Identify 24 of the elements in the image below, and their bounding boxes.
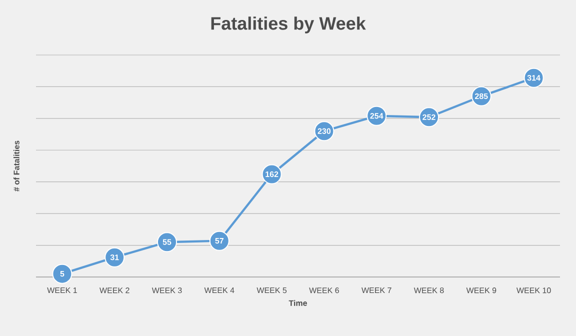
- x-tick-label: WEEK 5: [256, 288, 287, 294]
- x-tick-label: WEEK 3: [152, 288, 182, 294]
- data-label: 31: [110, 254, 119, 260]
- data-label: 230: [318, 128, 331, 134]
- data-label: 57: [215, 238, 224, 244]
- x-tick-label: WEEK 10: [516, 288, 551, 294]
- x-tick-label: WEEK 6: [309, 288, 339, 294]
- data-label: 254: [370, 113, 384, 119]
- data-label: 5: [60, 271, 64, 277]
- x-tick-label: WEEK 7: [362, 288, 392, 294]
- x-tick-label: WEEK 1: [47, 288, 77, 294]
- data-label: 314: [527, 74, 540, 81]
- x-tick-label: WEEK 4: [204, 288, 234, 294]
- x-tick-label: WEEK 8: [414, 288, 444, 294]
- x-tick-label: WEEK 2: [100, 288, 130, 294]
- data-label: 55: [162, 239, 172, 245]
- data-label: 162: [266, 171, 278, 178]
- point: [52, 264, 72, 284]
- y-axis-title: # of Fatalities: [13, 140, 20, 192]
- data-label: 252: [422, 114, 436, 120]
- x-tick-label: WEEK 9: [466, 288, 496, 294]
- x-axis-title: Time: [288, 300, 307, 306]
- data-label: 285: [475, 93, 488, 100]
- chart-title: Fatalities by Week: [211, 16, 366, 34]
